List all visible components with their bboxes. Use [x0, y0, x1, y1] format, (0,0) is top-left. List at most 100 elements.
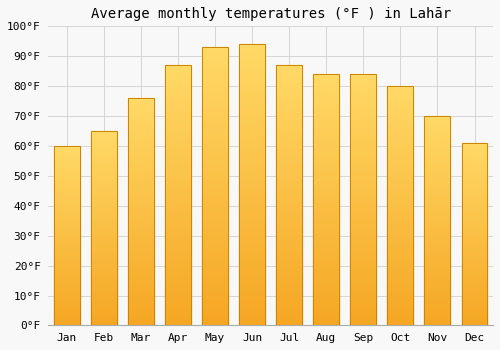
Bar [239, 283, 265, 286]
Bar [276, 83, 302, 86]
Bar [202, 253, 228, 256]
Bar [276, 102, 302, 104]
Bar [276, 164, 302, 167]
Bar [202, 56, 228, 58]
Bar [276, 143, 302, 146]
Bar [165, 70, 191, 73]
Bar [54, 229, 80, 230]
Bar [239, 294, 265, 297]
Bar [54, 264, 80, 266]
Bar [276, 226, 302, 229]
Bar [276, 239, 302, 242]
Bar [350, 273, 376, 275]
Bar [54, 316, 80, 318]
Bar [388, 254, 413, 256]
Bar [239, 131, 265, 134]
Bar [276, 299, 302, 302]
Bar [388, 129, 413, 132]
Bar [202, 178, 228, 181]
Bar [54, 282, 80, 284]
Bar [276, 78, 302, 81]
Bar [462, 192, 487, 194]
Bar [91, 277, 117, 279]
Bar [165, 245, 191, 247]
Bar [128, 321, 154, 323]
Bar [202, 67, 228, 69]
Bar [239, 289, 265, 292]
Bar [128, 196, 154, 198]
Bar [202, 242, 228, 245]
Bar [54, 275, 80, 277]
Bar [350, 170, 376, 172]
Bar [424, 126, 450, 128]
Bar [165, 273, 191, 276]
Bar [91, 172, 117, 174]
Bar [165, 304, 191, 307]
Bar [202, 298, 228, 300]
Bar [276, 310, 302, 313]
Bar [276, 224, 302, 226]
Bar [239, 196, 265, 199]
Bar [54, 173, 80, 175]
Bar [202, 153, 228, 156]
Bar [128, 121, 154, 123]
Bar [276, 122, 302, 125]
Bar [388, 134, 413, 136]
Bar [91, 246, 117, 248]
Bar [128, 187, 154, 189]
Bar [388, 227, 413, 230]
Bar [91, 218, 117, 220]
Bar [350, 270, 376, 273]
Bar [91, 147, 117, 148]
Bar [239, 269, 265, 272]
Bar [462, 150, 487, 152]
Bar [424, 292, 450, 294]
Bar [128, 248, 154, 250]
Bar [424, 189, 450, 191]
Bar [424, 277, 450, 279]
Bar [388, 232, 413, 234]
Bar [424, 219, 450, 221]
Bar [54, 230, 80, 232]
Bar [424, 317, 450, 319]
Bar [128, 162, 154, 164]
Bar [276, 91, 302, 94]
Bar [202, 64, 228, 67]
Bar [91, 296, 117, 298]
Bar [350, 142, 376, 145]
Bar [165, 302, 191, 304]
Bar [388, 249, 413, 251]
Bar [239, 106, 265, 109]
Bar [350, 84, 376, 87]
Bar [128, 160, 154, 162]
Bar [165, 128, 191, 130]
Bar [388, 256, 413, 258]
Bar [462, 251, 487, 252]
Bar [91, 176, 117, 178]
Bar [128, 207, 154, 209]
Bar [276, 266, 302, 268]
Bar [239, 227, 265, 230]
Bar [165, 320, 191, 323]
Bar [54, 309, 80, 311]
Bar [91, 318, 117, 320]
Bar [276, 247, 302, 250]
Bar [54, 254, 80, 256]
Bar [388, 93, 413, 96]
Bar [350, 205, 376, 207]
Bar [239, 275, 265, 278]
Bar [350, 245, 376, 247]
Bar [424, 290, 450, 292]
Bar [91, 178, 117, 180]
Bar [202, 100, 228, 103]
Bar [424, 202, 450, 204]
Bar [388, 180, 413, 182]
Bar [314, 303, 340, 305]
Bar [424, 175, 450, 177]
Bar [91, 166, 117, 168]
Bar [91, 275, 117, 277]
Bar [462, 240, 487, 242]
Bar [91, 316, 117, 318]
Bar [314, 283, 340, 285]
Bar [314, 310, 340, 313]
